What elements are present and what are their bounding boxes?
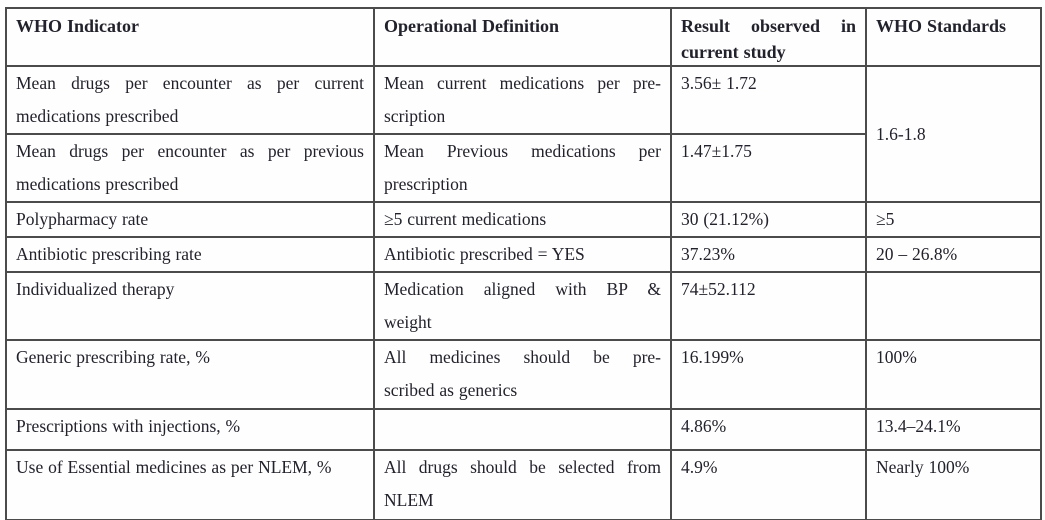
who-indicators-table: WHO Indicator Operational Definition Res…	[5, 7, 1042, 520]
cell-standard: 13.4–24.1%	[865, 408, 1042, 451]
col-header-who-indicator: WHO Indicator	[5, 7, 375, 67]
cell-definition: Medication aligned with BP & weight	[373, 271, 672, 341]
cell-definition: Antibiotic prescribed = YES	[373, 236, 672, 273]
table-row: Generic prescribing rate, % All medicine…	[5, 339, 1042, 410]
cell-indicator: Mean drugs per encounter as per previous…	[5, 133, 375, 203]
cell-definition: Mean current medications per pre-scripti…	[373, 65, 672, 135]
col-header-operational-definition: Operational Definition	[373, 7, 672, 67]
cell-result: 1.47±1.75	[670, 133, 867, 203]
cell-definition: ≥5 current medications	[373, 201, 672, 238]
table-row: Polypharmacy rate ≥5 current medications…	[5, 201, 1042, 238]
cell-result: 4.86%	[670, 408, 867, 451]
cell-indicator: Antibiotic prescribing rate	[5, 236, 375, 273]
cell-result: 30 (21.12%)	[670, 201, 867, 238]
cell-standard: 20 – 26.8%	[865, 236, 1042, 273]
cell-result: 3.56± 1.72	[670, 65, 867, 135]
cell-indicator: Polypharmacy rate	[5, 201, 375, 238]
col-header-who-standards: WHO Standards	[865, 7, 1042, 67]
cell-result: 4.9%	[670, 449, 867, 520]
cell-result: 37.23%	[670, 236, 867, 273]
table-row: Prescriptions with injections, % 4.86% 1…	[5, 408, 1042, 451]
cell-indicator: Use of Essential medicines as per NLEM, …	[5, 449, 375, 520]
cell-indicator: Mean drugs per encounter as per current m…	[5, 65, 375, 135]
cell-standard	[865, 271, 1042, 341]
cell-result: 16.199%	[670, 339, 867, 410]
table-row: Use of Essential medicines as per NLEM, …	[5, 449, 1042, 520]
cell-standard: Nearly 100%	[865, 449, 1042, 520]
table-row: Individualized therapy Medication aligne…	[5, 271, 1042, 341]
cell-definition: All medicines should be pre-scribed as g…	[373, 339, 672, 410]
cell-definition: Mean Previous medications per prescriptio…	[373, 133, 672, 203]
cell-indicator: Prescriptions with injections, %	[5, 408, 375, 451]
cell-result: 74±52.112	[670, 271, 867, 341]
header-row: WHO Indicator Operational Definition Res…	[5, 7, 1042, 67]
cell-standard-merged: 1.6-1.8	[865, 65, 1042, 203]
cell-indicator: Generic prescribing rate, %	[5, 339, 375, 410]
table-row: Mean drugs per encounter as per current m…	[5, 65, 1042, 203]
cell-definition: All drugs should be selected from NLEM	[373, 449, 672, 520]
table-row: Mean drugs per encounter as per previous…	[5, 133, 1041, 203]
cell-standard: 100%	[865, 339, 1042, 410]
table-row: Antibiotic prescribing rate Antibiotic p…	[5, 236, 1042, 273]
cell-definition	[373, 408, 672, 451]
cell-standard: ≥5	[865, 201, 1042, 238]
col-header-result-observed: Result observed in current study	[670, 7, 867, 67]
cell-indicator: Individualized therapy	[5, 271, 375, 341]
